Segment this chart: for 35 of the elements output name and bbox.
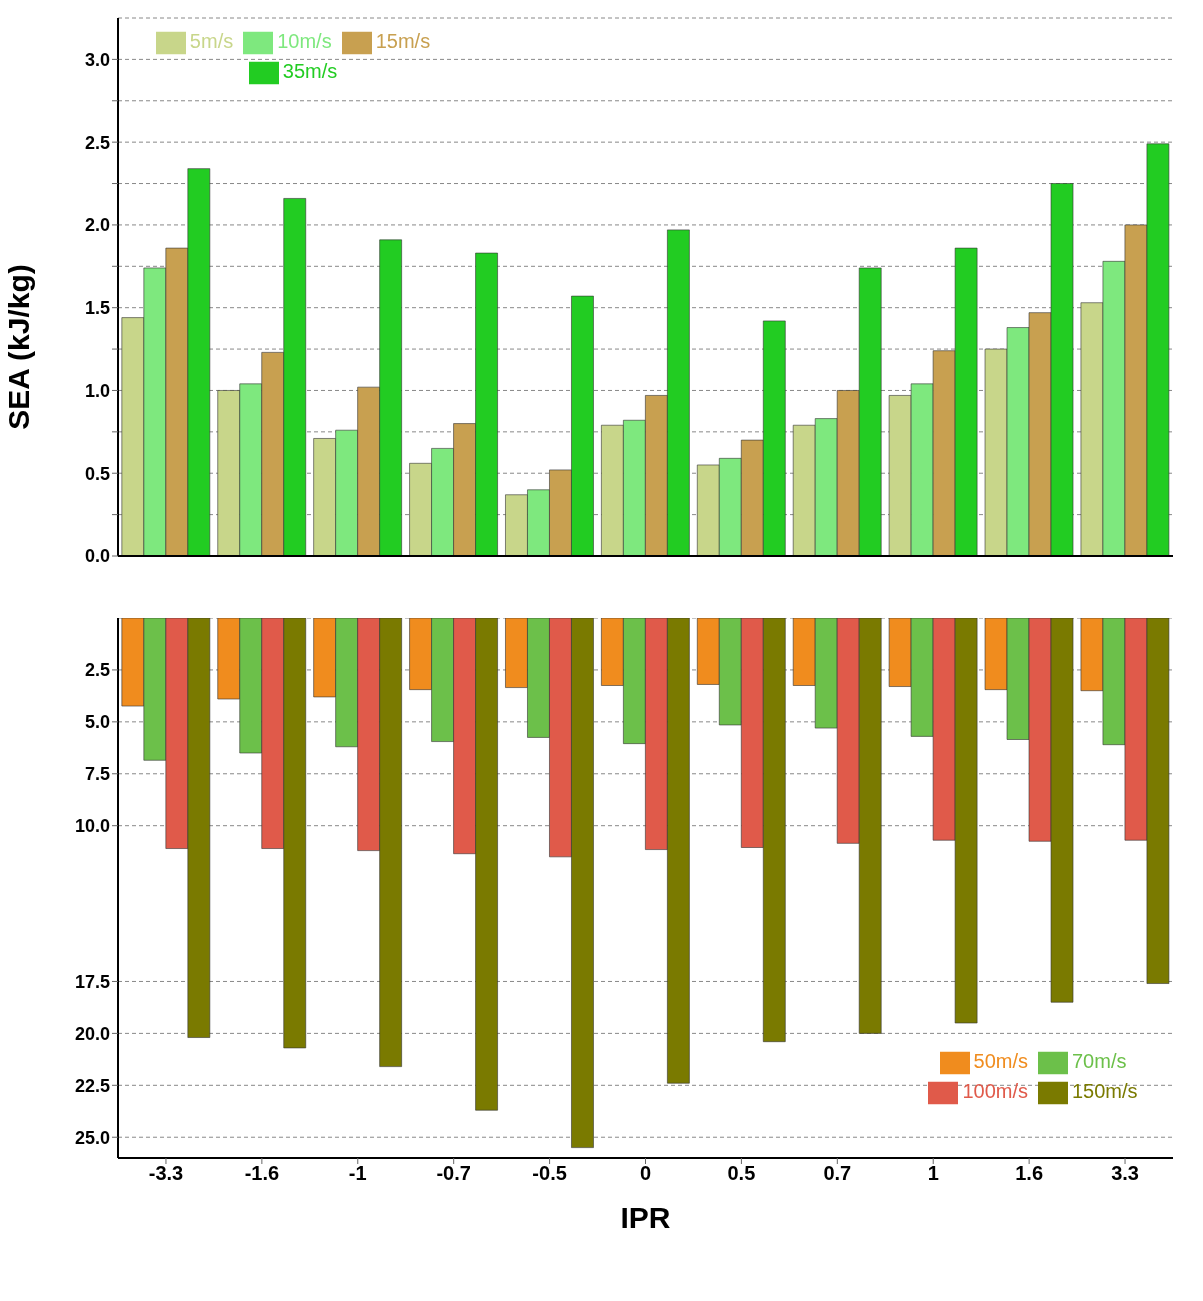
legend-label: 15m/s	[375, 30, 431, 53]
x-tick-label: -3.3	[148, 1162, 184, 1185]
x-tick-label: -1.6	[244, 1162, 280, 1185]
y-tick-label: 10.0	[74, 816, 110, 837]
legend-label: 5m/s	[189, 30, 234, 53]
x-tick-label: 0	[639, 1162, 652, 1185]
y-tick-label: 3.0	[84, 49, 110, 70]
x-tick-label: -0.5	[532, 1162, 567, 1185]
legend-label: 70m/s	[1072, 1050, 1127, 1073]
x-tick-label: -1	[348, 1162, 367, 1185]
y-tick-label: 7.5	[84, 764, 110, 785]
x-tick-label: 1.6	[1015, 1162, 1044, 1185]
legend-label: 100m/s	[962, 1080, 1028, 1103]
y-tick-label: 22.5	[74, 1075, 110, 1096]
x-tick-label: 0.5	[727, 1162, 756, 1185]
x-axis-title: IPR	[620, 1201, 671, 1234]
y-tick-label: 5.0	[84, 712, 110, 733]
y-tick-label: 2.5	[84, 132, 110, 153]
y-tick-label: 0.5	[84, 463, 110, 484]
y-tick-label: 2.5	[84, 660, 110, 681]
y-tick-label: 20.0	[74, 1023, 110, 1044]
y-tick-label: 2.0	[84, 215, 110, 236]
y-tick-label: 17.5	[74, 971, 110, 992]
x-tick-label: 1	[927, 1162, 939, 1185]
y-tick-label: 1.0	[84, 380, 110, 401]
x-tick-label: -0.7	[436, 1162, 471, 1185]
legend-label: 35m/s	[282, 60, 338, 83]
x-tick-label: 0.7	[823, 1162, 852, 1185]
legend-label: 150m/s	[1072, 1080, 1138, 1103]
y-tick-label: 25.0	[74, 1127, 110, 1148]
legend-label: 10m/s	[277, 30, 332, 53]
x-tick-label: 3.3	[1111, 1162, 1139, 1185]
legend-label: 50m/s	[973, 1050, 1028, 1073]
y-tick-label: 0.0	[84, 546, 110, 567]
y-tick-label: 1.5	[84, 298, 110, 319]
